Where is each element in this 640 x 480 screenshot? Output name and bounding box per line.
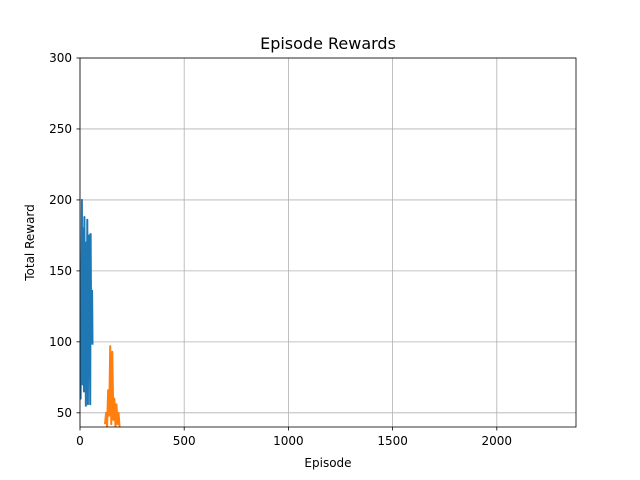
series-layer (80, 198, 121, 427)
x-tick-label: 2000 (482, 434, 513, 448)
ticks: 0 500 1000 1500 2000 50 100 150 200 250 300 (49, 51, 512, 448)
x-tick-label: 0 (76, 434, 84, 448)
y-tick-label: 100 (49, 335, 72, 349)
y-tick-label: 300 (49, 51, 72, 65)
y-tick-label: 250 (49, 122, 72, 136)
y-tick-label: 50 (57, 406, 72, 420)
x-axis-label: Episode (304, 456, 351, 470)
y-tick-label: 150 (49, 264, 72, 278)
chart-title: Episode Rewards (260, 34, 396, 53)
series-line-2 (104, 345, 121, 427)
series-line-1 (80, 198, 94, 407)
x-tick-label: 500 (173, 434, 196, 448)
x-tick-label: 1000 (273, 434, 304, 448)
x-tick-label: 1500 (377, 434, 408, 448)
y-axis-label: Total Reward (23, 204, 37, 282)
y-tick-label: 200 (49, 193, 72, 207)
plot-frame (79, 57, 577, 428)
